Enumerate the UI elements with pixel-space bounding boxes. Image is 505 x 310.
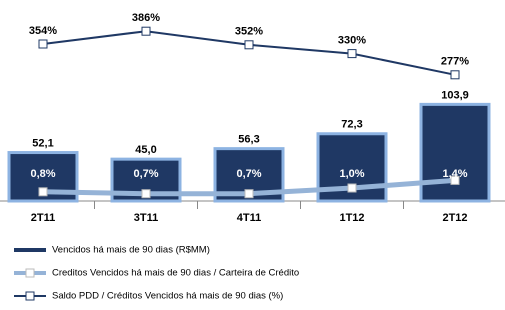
line-marker (141, 26, 151, 36)
bar-value-label: 45,0 (135, 144, 156, 156)
legend-label: Saldo PDD / Créditos Vencidos há mais de… (52, 291, 283, 302)
bar-value-label: 52,1 (32, 137, 53, 149)
line-marker (450, 70, 460, 80)
x-tick-label: 2T12 (442, 212, 467, 224)
line-value-label: 354% (29, 25, 57, 37)
line-marker (38, 39, 48, 49)
line-value-label: 0,7% (236, 168, 261, 180)
x-tick-label: 4T11 (237, 212, 261, 224)
line-value-label: 330% (338, 35, 366, 47)
line-value-label: 1,0% (339, 168, 364, 180)
line-value-label: 277% (441, 56, 469, 68)
line-marker (244, 40, 254, 50)
line (42, 30, 456, 76)
line-marker (450, 175, 460, 185)
line-marker (347, 183, 357, 193)
line-marker (38, 187, 48, 197)
x-tick-label: 2T11 (31, 212, 55, 224)
line-value-label: 386% (132, 12, 160, 24)
x-tick-label: 3T11 (134, 212, 158, 224)
line-marker (141, 189, 151, 199)
bar-value-label: 56,3 (238, 134, 259, 146)
bar (419, 102, 491, 203)
legend-label: Vencidos há mais de 90 dias (R$MM) (52, 245, 210, 256)
line-marker (347, 49, 357, 59)
line-value-label: 352% (235, 26, 263, 38)
bar-value-label: 72,3 (341, 119, 362, 131)
legend-label: Creditos Vencidos há mais de 90 dias / C… (52, 268, 299, 279)
line-value-label: 0,8% (30, 168, 55, 180)
line-value-label: 1,4% (442, 168, 467, 180)
legend-marker (25, 268, 35, 278)
line-marker (244, 189, 254, 199)
x-tick-label: 1T12 (339, 212, 364, 224)
line-value-label: 0,7% (133, 168, 158, 180)
legend-marker (25, 291, 35, 301)
bar-value-label: 103,9 (441, 89, 469, 101)
